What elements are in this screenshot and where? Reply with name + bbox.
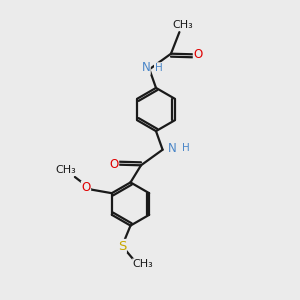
Text: CH₃: CH₃	[56, 165, 76, 176]
Text: S: S	[118, 239, 126, 253]
Text: O: O	[81, 181, 91, 194]
Text: O: O	[110, 158, 118, 171]
Text: H: H	[154, 63, 162, 73]
Text: N: N	[141, 61, 150, 74]
Text: CH₃: CH₃	[172, 20, 194, 31]
Text: H: H	[182, 143, 190, 153]
Text: CH₃: CH₃	[133, 259, 154, 269]
Text: O: O	[194, 48, 202, 61]
Text: N: N	[168, 142, 177, 155]
